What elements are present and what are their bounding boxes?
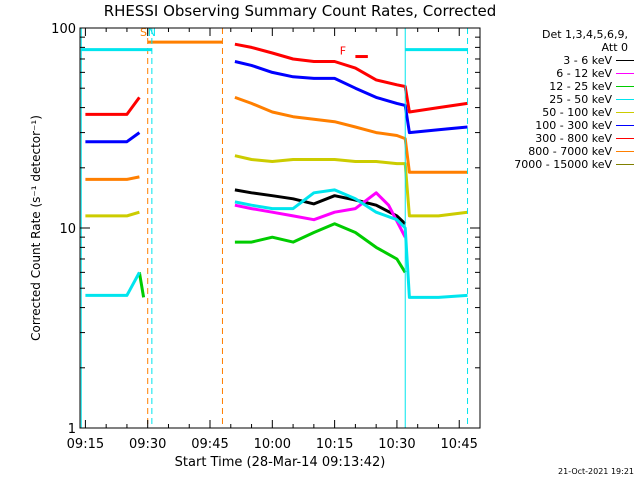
series-line-800-7000-keV [234, 95, 468, 174]
legend-header-line-1: Det 1,3,4,5,6,9, [541, 28, 628, 41]
series-layer [85, 42, 468, 299]
legend-swatch [616, 164, 634, 165]
y-tick-label: 1 [68, 422, 76, 437]
legend-label: 800 - 7000 keV [528, 145, 612, 158]
legend-label: 7000 - 15000 keV [514, 158, 612, 171]
overlay-layer: S N F [80, 26, 469, 428]
legend-label: 50 - 100 keV [542, 106, 612, 119]
series-line-3-6-keV [234, 188, 407, 225]
series-line-6-12-keV [234, 191, 407, 238]
y-tick-label: 100 [51, 22, 76, 37]
legend-swatch [616, 73, 634, 74]
legend-swatch [616, 138, 634, 139]
y-axis-label: Corrected Count Rate (s⁻¹ detector⁻¹) [29, 115, 43, 341]
legend-swatch [616, 99, 634, 100]
plot-frame [79, 27, 481, 429]
legend-label: 6 - 12 keV [556, 67, 612, 80]
axis-layer: 09:15 09:30 09:45 10:00 10:15 10:30 10:45 1 10 10… [51, 22, 480, 452]
legend-label: 300 - 800 keV [535, 132, 612, 145]
legend-entry: 12 - 25 keV [484, 80, 634, 93]
legend-entry: 3 - 6 keV [484, 54, 634, 67]
legend-label: 100 - 300 keV [535, 119, 612, 132]
series-line-300-800-keV [85, 96, 141, 116]
annotation-f: F [340, 45, 346, 58]
legend-label: 12 - 25 keV [549, 80, 612, 93]
x-tick-label: 10:15 [316, 437, 353, 452]
legend-entry: 50 - 100 keV [484, 106, 634, 119]
legend-entry: 7000 - 15000 keV [484, 158, 634, 171]
x-tick-label: 09:15 [67, 437, 104, 452]
annotation-s: S [140, 26, 147, 39]
series-line-25-50-keV [234, 188, 468, 299]
series-line-800-7000-keV [85, 175, 140, 181]
series-line-12-25-keV [234, 222, 407, 274]
series-line-50-100-keV [234, 154, 468, 218]
x-tick-label: 09:30 [129, 437, 166, 452]
legend-entry: 6 - 12 keV [484, 67, 634, 80]
legend-label: 3 - 6 keV [563, 54, 612, 67]
legend-header-line-2: Att 0 [601, 41, 628, 54]
legend: Det 1,3,4,5,6,9, Att 0 3 - 6 keV 6 - 12 k… [484, 28, 634, 171]
series-line-25-50-keV [85, 271, 141, 297]
legend-swatch [616, 60, 634, 61]
generation-timestamp: 21-Oct-2021 19:21 [558, 467, 634, 476]
legend-label: 25 - 50 keV [549, 93, 612, 106]
x-tick-label: 10:30 [378, 437, 415, 452]
legend-swatch [616, 112, 634, 113]
chart-title: RHESSI Observing Summary Count Rates, Co… [103, 2, 497, 20]
legend-swatch [616, 151, 634, 152]
x-tick-label: 10:45 [440, 437, 477, 452]
legend-entry: 100 - 300 keV [484, 119, 634, 132]
x-axis-label: Start Time (28-Mar-14 09:13:42) [175, 455, 386, 470]
series-line-12-25-keV [137, 272, 146, 298]
legend-entry: 800 - 7000 keV [484, 145, 634, 158]
annotation-n: N [148, 26, 156, 39]
x-tick-label: 09:45 [191, 437, 228, 452]
y-tick-label: 10 [59, 222, 76, 237]
legend-entry: 25 - 50 keV [484, 93, 634, 106]
x-tick-label: 10:00 [254, 437, 291, 452]
legend-entry: 300 - 800 keV [484, 132, 634, 145]
legend-swatch [616, 86, 634, 87]
series-line-100-300-keV [85, 131, 141, 144]
series-line-50-100-keV [85, 210, 140, 218]
series-line-300-800-keV [234, 42, 468, 114]
legend-swatch [616, 125, 634, 126]
series-line-100-300-keV [234, 60, 468, 135]
